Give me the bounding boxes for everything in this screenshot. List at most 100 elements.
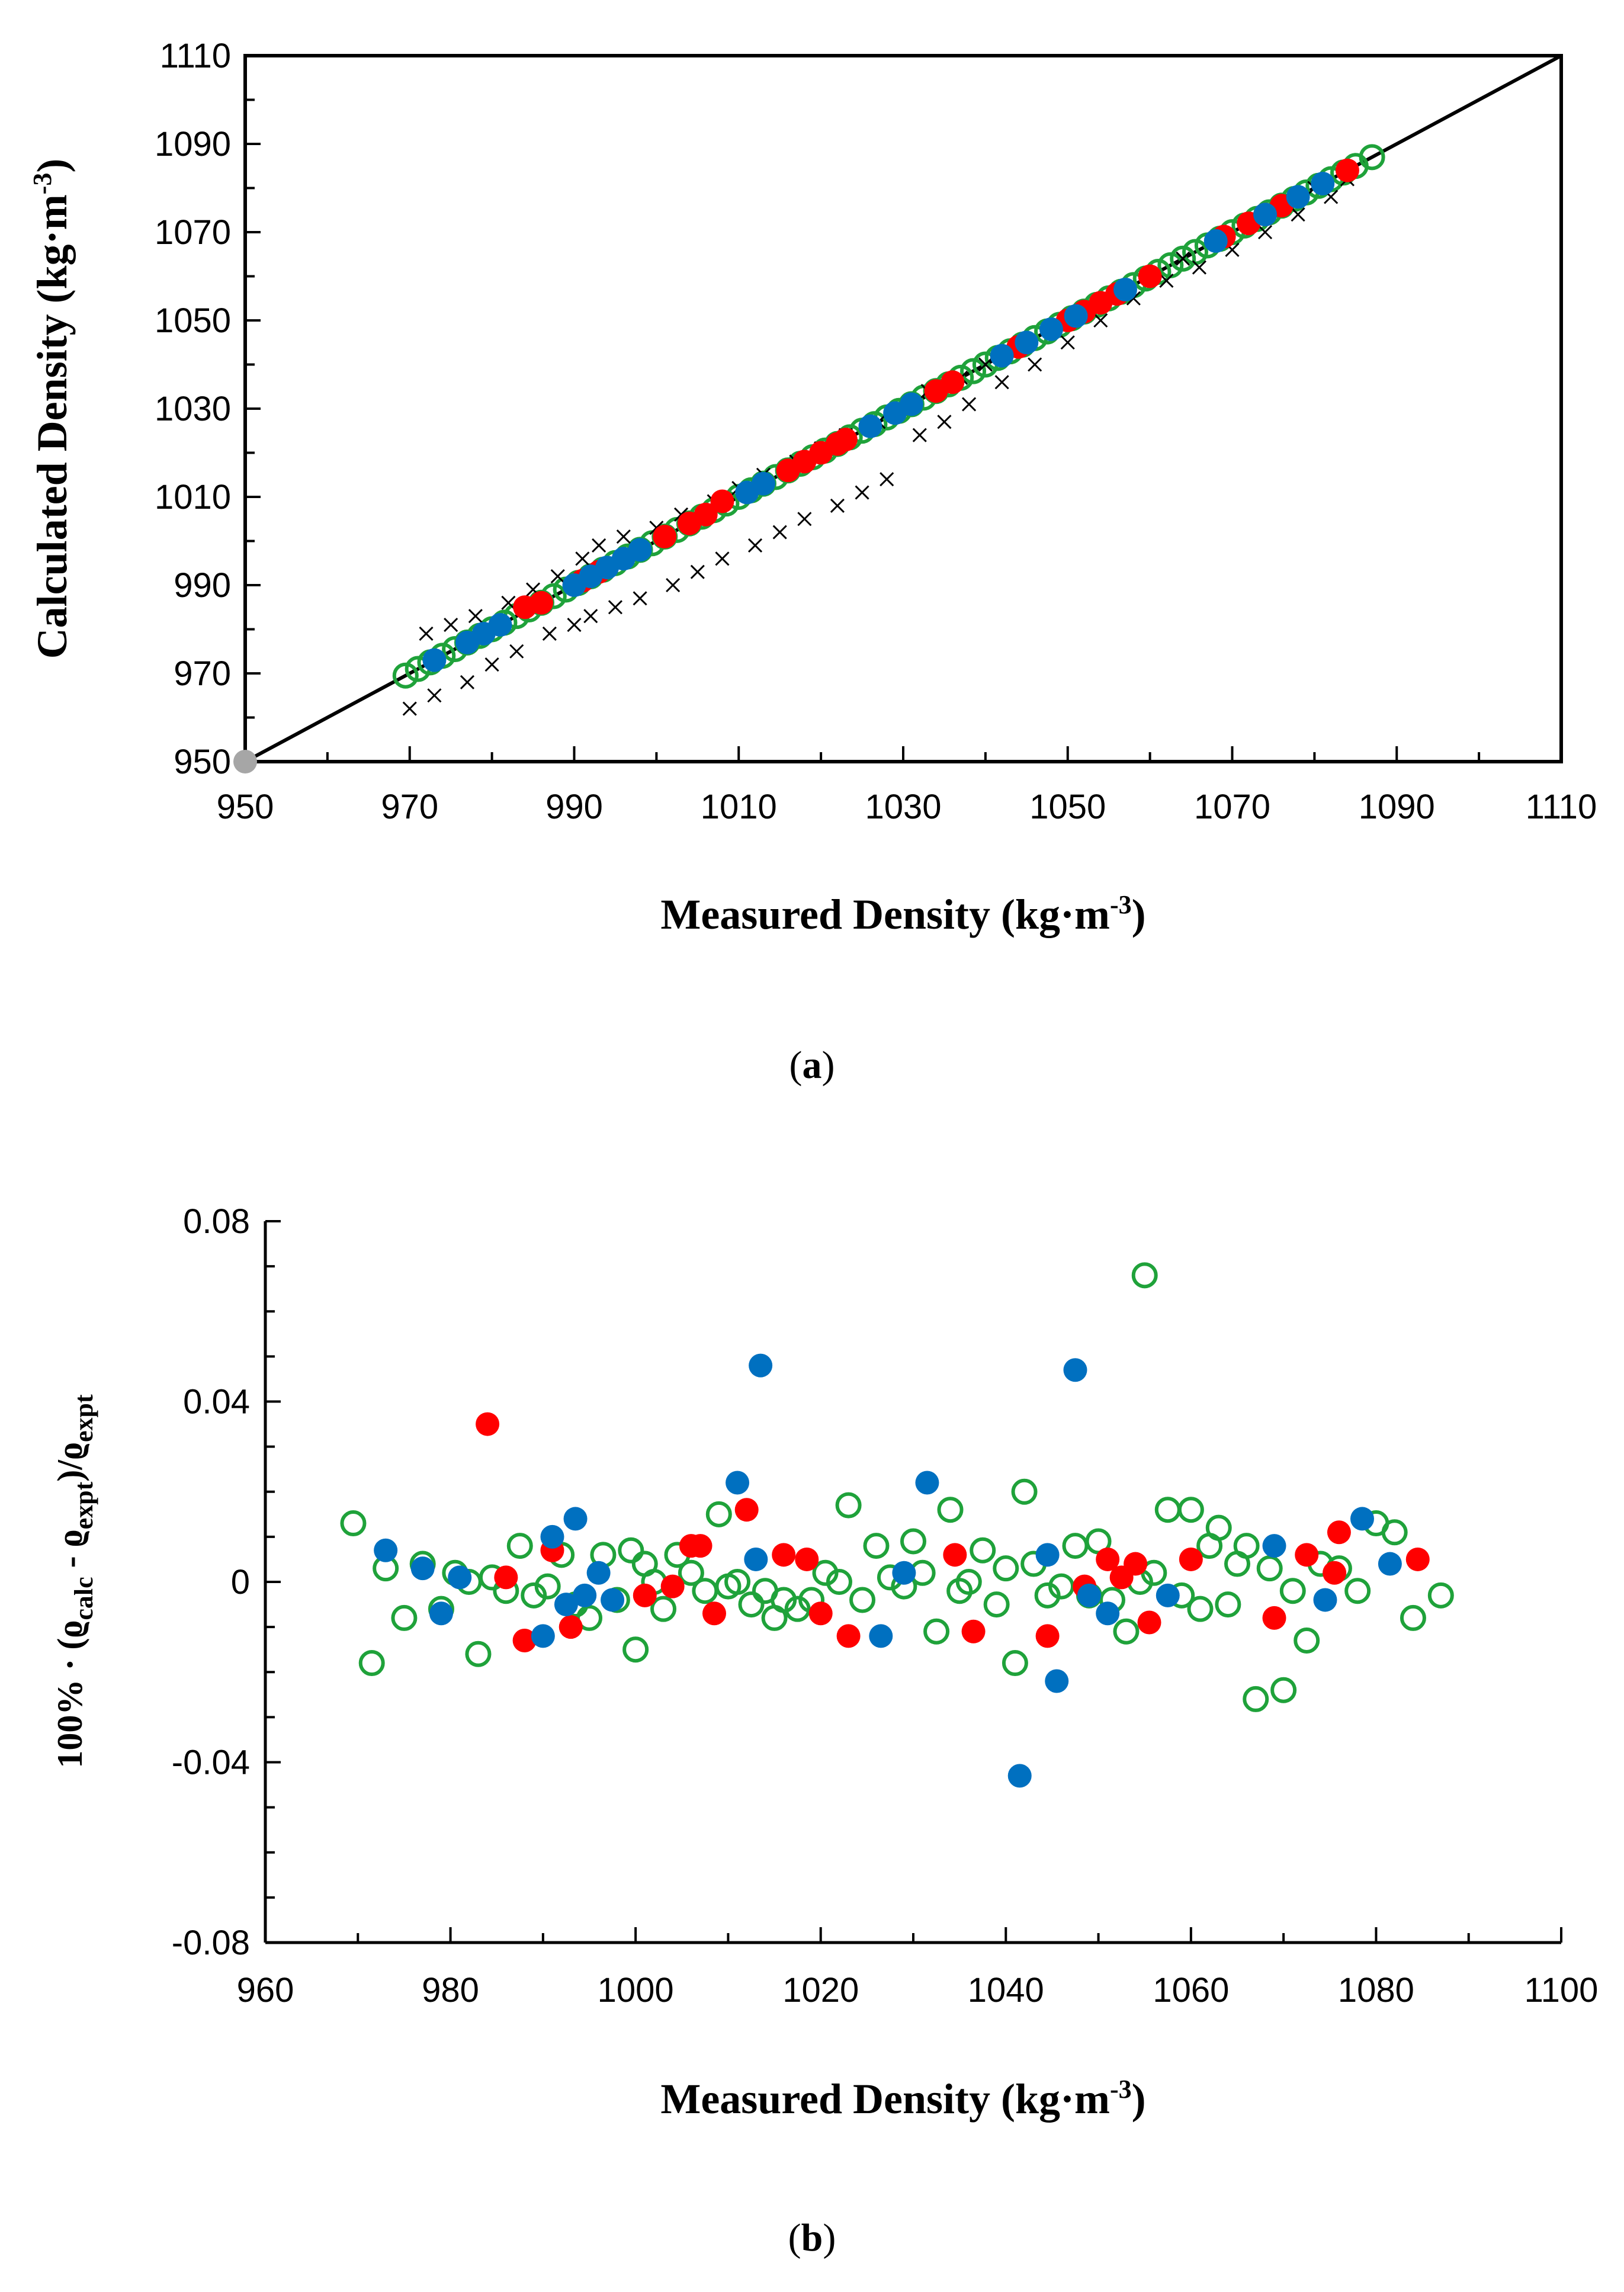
chart-b-point-blue-filled [540,1524,564,1549]
chart-b-point-blue-filled [744,1547,768,1571]
chart-b-point-red-filled [1295,1543,1319,1567]
chart-b-point-blue-filled [892,1561,916,1585]
chart-b-point-blue-filled [1156,1583,1180,1607]
chart-b-point-blue-filled [1035,1543,1060,1567]
chart-b-point-green-open [1294,1627,1320,1654]
chart-b-point-green-open [1279,1578,1306,1604]
chart-b-point-blue-filled [1350,1507,1374,1531]
chart-a-point-cross [772,525,787,540]
chart-b-point-green-open [1011,1478,1038,1505]
chart-a-x-tick-label: 1050 [1029,788,1106,826]
chart-a-point-blue-filled [1286,185,1310,209]
chart-a-point-cross [608,600,622,615]
chart-a-x-tick-label: 1030 [865,788,941,826]
chart-b-point-red-filled [1035,1624,1060,1648]
chart-a-point-blue-filled [990,344,1014,368]
chart-b-point-green-open [1381,1519,1408,1546]
chart-a-point-green-open [1359,144,1385,171]
chart-b-y-tick-label: -0.08 [172,1924,250,1962]
chart-a-point-cross [978,357,993,372]
chart-b-point-green-open [771,1587,797,1613]
chart-b-point-green-open [506,1533,533,1559]
chart-a-point-cross [1257,224,1273,240]
chart-a-point-cross [616,529,631,544]
chart-a-y-tick-label: 1050 [155,301,231,340]
chart-b-point-green-open [1154,1497,1181,1523]
chart-b-point-blue-filled [1077,1583,1101,1607]
chart-a-y-tick-label: 1090 [155,125,231,163]
chart-a-point-blue-filled [1311,172,1335,196]
chart-b-point-green-open [1243,1686,1269,1712]
chart-a-point-cross [1060,335,1075,350]
chart-b-point-red-filled [1096,1547,1120,1571]
chart-b-point-green-open [1233,1533,1260,1559]
chart-a-points [233,144,1385,773]
chart-a-point-cross [460,675,475,689]
chart-b-points [340,1262,1454,1788]
chart-b: 960 980 1000 1020 1040 1060 1080 1100 0.080.040… [50,1202,1598,2259]
chart-b-point-blue-filled [601,1588,625,1612]
chart-a-point-cross [797,512,812,527]
chart-b-point-green-open [1048,1573,1075,1600]
chart-b-x-tick-label: 1060 [1153,1971,1229,2009]
chart-a-point-cross [542,626,557,641]
chart-b-point-green-open [724,1569,751,1595]
chart-b-point-green-open [1215,1591,1241,1618]
chart-a-point-cross [427,688,442,703]
chart-a-point-green-open [960,358,987,384]
chart-a-point-red-filled [1138,264,1162,288]
chart-a-point-green-open [1170,245,1196,272]
chart-b-point-green-open [521,1582,547,1609]
chart-b-point-green-open [1034,1582,1061,1609]
chart-a-point-green-open [392,662,419,689]
chart-b-point-green-open [1400,1604,1426,1631]
chart-a-y-tick-label: 950 [174,743,231,781]
chart-a-point-blue-filled [422,648,447,672]
chart-b-point-green-open [678,1559,704,1586]
chart-a-point-cross [583,609,598,624]
chart-b-point-red-filled [633,1583,657,1607]
chart-b-point-green-open [340,1510,367,1537]
chart-b-panel-label: (b) [788,2216,836,2259]
chart-b-point-green-open [1177,1497,1204,1523]
chart-b-x-axis-title: Measured Density (kg·m-3) [660,2075,1145,2123]
chart-a-point-cross [1291,207,1305,222]
chart-b-point-red-filled [512,1628,537,1652]
chart-a-point-cross [592,538,606,553]
chart-b-point-red-filled [688,1534,712,1558]
chart-a-y-tick-label: 1070 [155,213,231,252]
chart-b-point-blue-filled [1262,1534,1286,1558]
chart-b-point-red-filled [1179,1547,1203,1571]
chart-b-point-red-filled [476,1412,500,1436]
chart-b-x-tick-label: 1000 [598,1971,674,2009]
chart-a: 950 970 990 1010 1030 1050 1070 1090 1110 950 970… [28,37,1597,1087]
chart-b-point-blue-filled [869,1624,893,1648]
chart-a-x-tick-label: 1070 [1194,788,1270,826]
chart-b-point-blue-filled [1063,1358,1087,1382]
chart-b-point-red-filled [961,1619,986,1643]
chart-a-point-red-filled [653,525,677,549]
chart-b-point-blue-filled [573,1583,597,1607]
chart-a-point-cross [912,428,927,442]
chart-a-point-cross [690,564,705,579]
chart-b-point-blue-filled [554,1593,578,1617]
chart-a-point-cross [747,538,763,553]
chart-a-point-cross [962,397,977,412]
chart-b-point-red-filled [559,1615,583,1639]
chart-b-point-red-filled [1323,1561,1347,1585]
chart-a-point-cross [575,551,590,566]
chart-a-point-red-filled [694,502,718,527]
chart-b-point-green-open [826,1569,852,1595]
chart-a-y-tick-label: 990 [174,566,231,605]
chart-b-point-green-open [650,1596,677,1622]
chart-b-point-green-open [835,1492,862,1519]
chart-a-point-red-filled [529,590,553,615]
chart-b-point-red-filled [772,1543,796,1567]
chart-b-point-red-filled [1327,1520,1351,1545]
chart-b-point-green-open [534,1573,561,1600]
chart-b-x-tick-label: 1040 [968,1971,1044,2009]
chart-b-point-blue-filled [374,1538,398,1562]
chart-a-point-blue-filled [1113,277,1137,301]
chart-a-point-cross [567,617,582,633]
chart-a-x-tick-labels: 950 970 990 1010 1030 1050 1070 1090 1110 [217,788,1597,826]
